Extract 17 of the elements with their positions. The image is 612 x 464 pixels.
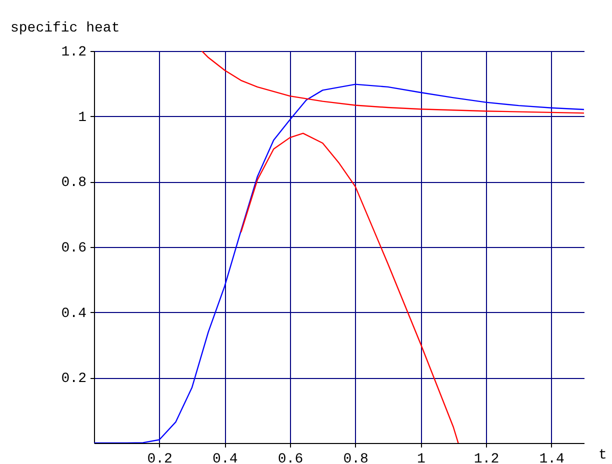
- y-tick-label: 0.8: [61, 175, 86, 192]
- x-tick-label: 1.2: [474, 452, 500, 464]
- x-tick-label: 0.6: [278, 452, 304, 464]
- x-tick-label: 0.2: [147, 452, 172, 464]
- x-axis-title: t: [598, 448, 607, 464]
- x-tick-label: 0.8: [343, 452, 368, 464]
- x-tick-label: 1: [416, 452, 426, 464]
- y-tick-label: 1: [78, 110, 86, 126]
- y-tick-label: 1.2: [61, 44, 86, 60]
- line-series: [201, 51, 584, 114]
- line-series: [240, 132, 459, 443]
- x-tick-label: 1.4: [539, 452, 564, 464]
- y-tick-label: 0.6: [61, 240, 86, 256]
- y-tick-label: 0.2: [61, 371, 86, 388]
- x-tick-label: 0.4: [212, 452, 238, 464]
- y-tick-label: 0.4: [61, 306, 86, 322]
- y-axis-title: specific heat: [10, 20, 120, 36]
